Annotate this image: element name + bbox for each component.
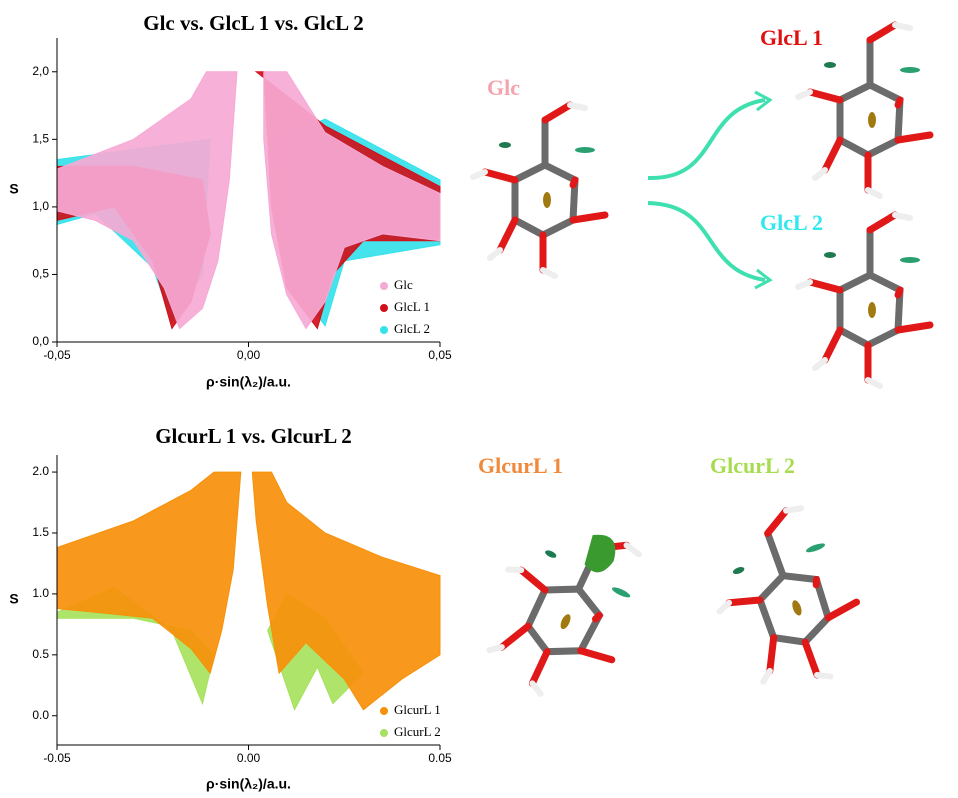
x-tick-label: -0,05 — [43, 348, 71, 362]
x-tick-label: 0,00 — [237, 348, 261, 362]
y-tick-label: 2.0 — [32, 464, 49, 478]
molecule-glcl1 — [798, 25, 930, 196]
molecule-label: Glc — [487, 75, 520, 100]
legend-marker — [380, 326, 388, 334]
legend-label: GlcL 1 — [394, 299, 430, 314]
legend-label: GlcurL 2 — [394, 724, 441, 739]
x-tick-label: 0.00 — [237, 751, 261, 765]
y-tick-label: 1.5 — [32, 525, 49, 539]
x-axis-label: ρ·sin(λ₂)/a.u. — [206, 776, 291, 792]
y-tick-label: 1.0 — [32, 586, 49, 600]
legend-label: Glc — [394, 277, 413, 292]
legend-marker — [380, 729, 388, 737]
legend-marker — [380, 707, 388, 715]
x-axis-label: ρ·sin(λ₂)/a.u. — [206, 374, 291, 390]
legend-label: GlcurL 1 — [394, 702, 441, 717]
legend-label: GlcL 2 — [394, 321, 430, 336]
y-tick-label: 1,0 — [32, 199, 49, 213]
point-cloud — [57, 472, 440, 710]
molecule-glcurl2 — [695, 499, 878, 705]
y-tick-label: 0.0 — [32, 708, 49, 722]
chart-title: Glc vs. GlcL 1 vs. GlcL 2 — [143, 11, 364, 35]
y-tick-label: 1,5 — [32, 132, 49, 146]
x-tick-label: 0,05 — [428, 348, 452, 362]
molecule-glc — [473, 105, 605, 276]
figure: Glc GlcL 1 GlcL 2 GlcurL 1 GlcurL 2 Glc … — [0, 0, 958, 798]
point-cloud — [57, 72, 440, 329]
y-tick-label: 0.5 — [32, 647, 49, 661]
molecule-glcurl1 — [466, 504, 658, 715]
legend-marker — [380, 304, 388, 312]
molecule-label: GlcL 1 — [760, 25, 823, 50]
chart: Glc vs. GlcL 1 vs. GlcL 2 0,0 0,5 1,0 1,5 2,0… — [9, 11, 452, 390]
chart: GlcurL 1 vs. GlcurL 2 0.0 0.5 1.0 1.5 2.0 -0.0… — [9, 424, 452, 792]
molecule-label: GlcurL 2 — [710, 453, 795, 478]
y-tick-label: 0,0 — [32, 334, 49, 348]
chart-title: GlcurL 1 vs. GlcurL 2 — [155, 424, 352, 448]
molecule-glcl2 — [798, 215, 930, 386]
arrows — [648, 92, 770, 288]
molecule-label: GlcL 2 — [760, 210, 823, 235]
y-axis-label: S — [9, 181, 18, 197]
y-axis-label: S — [9, 591, 18, 607]
molecule-label: GlcurL 1 — [478, 453, 563, 478]
y-tick-label: 0,5 — [32, 267, 49, 281]
legend-marker — [380, 282, 388, 290]
x-tick-label: -0.05 — [43, 751, 71, 765]
x-tick-label: 0.05 — [428, 751, 452, 765]
y-tick-label: 2,0 — [32, 64, 49, 78]
